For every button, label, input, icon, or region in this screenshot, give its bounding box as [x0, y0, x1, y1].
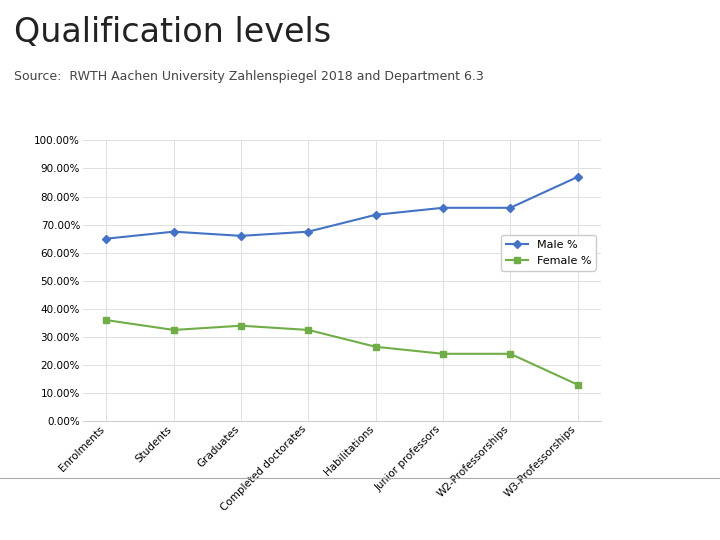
Text: Source:  RWTH Aachen University Zahlenspiegel 2018 and Department 6.3: Source: RWTH Aachen University Zahlenspi…: [14, 70, 484, 83]
Line: Male %: Male %: [104, 174, 580, 241]
Male %: [438, 205, 447, 211]
Female %: [438, 350, 447, 357]
Female %: [304, 327, 312, 333]
Female %: [237, 322, 246, 329]
Male %: [102, 235, 111, 242]
Male %: [169, 228, 178, 235]
Male %: [237, 233, 246, 239]
Female %: [506, 350, 515, 357]
Legend: Male %, Female %: Male %, Female %: [501, 235, 595, 271]
Text: Qualification levels: Qualification levels: [14, 16, 331, 49]
Male %: [506, 205, 515, 211]
Male %: [573, 174, 582, 180]
Female %: [169, 327, 178, 333]
Line: Female %: Female %: [104, 318, 580, 388]
Female %: [372, 343, 380, 350]
Female %: [573, 381, 582, 388]
Female %: [102, 317, 111, 323]
Male %: [372, 212, 380, 218]
Male %: [304, 228, 312, 235]
